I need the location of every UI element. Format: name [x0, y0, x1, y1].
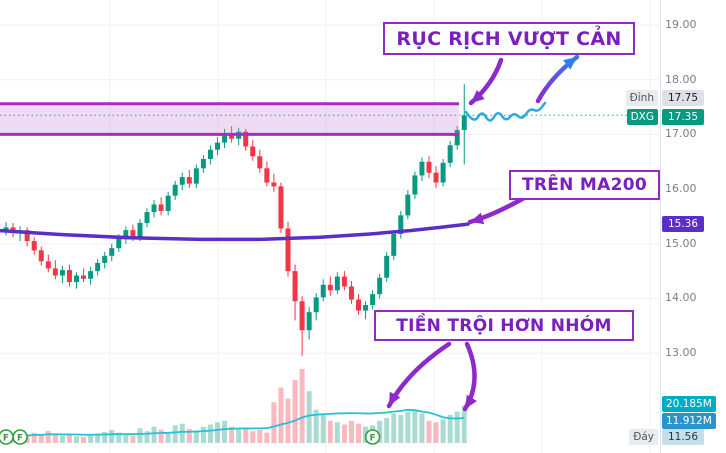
breakout-callout[interactable]: RỤC RỊCH VƯỢT CẢN — [383, 22, 635, 55]
breakout-arrow-head — [471, 89, 485, 103]
price-tick: 15.00 — [665, 237, 697, 250]
volume-arrow-right-head — [465, 394, 477, 409]
price-tick: 14.00 — [665, 291, 697, 304]
peak-value-badge: 17.75 — [662, 90, 704, 106]
marker-letter: F — [17, 434, 23, 444]
price-tick: 19.00 — [665, 18, 697, 31]
last-price-badge: 17.35 — [662, 109, 704, 125]
ma200-value-badge: 15.36 — [662, 216, 704, 232]
financial-report-marker-icon[interactable] — [12, 429, 28, 445]
marker-letter: F — [3, 434, 9, 444]
volume-ma-line — [5, 408, 465, 437]
financial-report-marker-icon[interactable] — [364, 429, 381, 445]
price-tick: 13.00 — [665, 346, 697, 359]
bottom-label-badge: Đáy — [629, 429, 658, 445]
candles — [3, 84, 467, 356]
projection-wave — [464, 101, 547, 122]
resistance-zone — [0, 102, 459, 136]
ma200-line — [0, 222, 470, 242]
price-tick: 18.00 — [665, 73, 697, 86]
ma200-callout[interactable]: TRÊN MA200 — [509, 170, 660, 200]
volume-value-badge: 20.185M — [662, 396, 716, 412]
symbol-badge: DXG — [626, 109, 658, 125]
ma200-arrow-head — [470, 212, 485, 225]
price-tick: 16.00 — [665, 182, 697, 195]
up-trend-arrow-head — [563, 57, 577, 70]
volume-bars — [3, 369, 467, 443]
volume-arrow-left-head — [389, 391, 401, 406]
price-tick: 17.00 — [665, 127, 697, 140]
money-flow-callout[interactable]: TIỀN TRỘI HƠN NHÓM — [374, 310, 634, 341]
grid-lines — [0, 0, 661, 453]
bottom-value-badge: 11.56 — [662, 429, 704, 445]
volume-ma-value-badge: 11.912M — [662, 413, 716, 429]
marker-letter: F — [370, 434, 376, 444]
peak-label-badge: Đỉnh — [625, 90, 658, 106]
